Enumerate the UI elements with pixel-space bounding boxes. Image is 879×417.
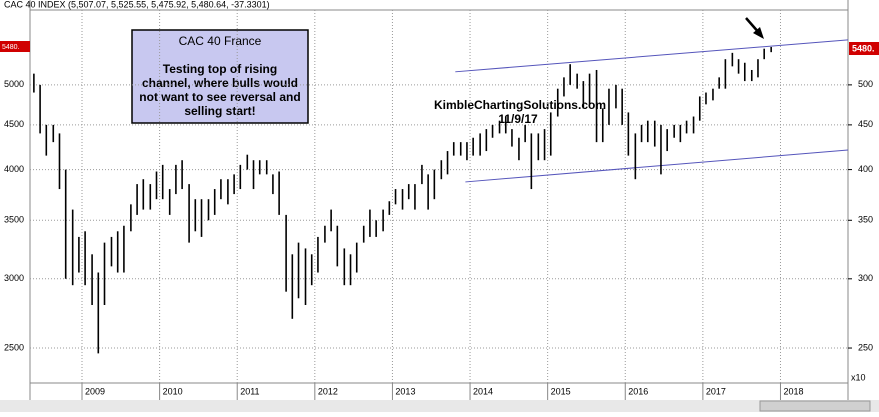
- x-tick-label: 2014: [473, 386, 493, 396]
- price-tag: [849, 42, 879, 55]
- annotation-title: CAC 40 France: [179, 34, 262, 48]
- x-tick-label: 2017: [706, 386, 726, 396]
- arrow-head: [753, 27, 764, 39]
- y-tick-label: 5000: [4, 79, 24, 89]
- y-tick-label: 4500: [4, 119, 24, 129]
- price-tag-left-label: 5480.: [2, 44, 20, 51]
- y-tick-label: 2500: [4, 342, 24, 352]
- annotation-line: Testing top of rising: [163, 62, 277, 76]
- right-y-tick-label: 450: [858, 119, 873, 129]
- right-y-tick-label: 350: [858, 215, 873, 225]
- price-tag-left: [0, 41, 30, 52]
- right-y-tick-label: 250: [858, 342, 873, 352]
- annotation-line: selling start!: [184, 104, 255, 118]
- chart-title: CAC 40 INDEX (5,507.07, 5,525.55, 5,475.…: [4, 0, 270, 9]
- x-tick-label: 2009: [85, 386, 105, 396]
- right-y-tick-label: 500: [858, 79, 873, 89]
- zoom-controls[interactable]: [759, 400, 871, 412]
- price-tag-label: 5480.: [852, 43, 875, 53]
- x-tick-label: 2018: [783, 386, 803, 396]
- right-y-tick-label: 400: [858, 164, 873, 174]
- watermark: KimbleChartingSolutions.com: [434, 98, 606, 112]
- channel-line: [455, 39, 849, 73]
- watermark-date: 11/9/17: [498, 112, 538, 126]
- annotation-box: CAC 40 France Testing top of rising chan…: [131, 29, 309, 124]
- x-tick-label: 2011: [240, 386, 259, 396]
- annotation-line: channel, where bulls would: [142, 76, 298, 90]
- right-y-tick-label: 300: [858, 273, 873, 283]
- y-tick-label: 3500: [4, 215, 24, 225]
- y-tick-label: 4000: [4, 164, 24, 174]
- axis-multiplier: x10: [851, 372, 866, 382]
- annotation-background: [131, 29, 309, 124]
- x-tick-label: 2013: [395, 386, 415, 396]
- channel-line: [465, 149, 849, 183]
- x-tick-label: 2010: [163, 386, 183, 396]
- y-tick-label: 3000: [4, 273, 24, 283]
- scrollbar[interactable]: [0, 400, 879, 412]
- annotation-line: not want to see reversal and: [139, 90, 300, 104]
- arrow: [745, 17, 764, 39]
- x-tick-label: 2012: [318, 386, 338, 396]
- x-tick-label: 2016: [628, 386, 648, 396]
- x-tick-label: 2015: [551, 386, 571, 396]
